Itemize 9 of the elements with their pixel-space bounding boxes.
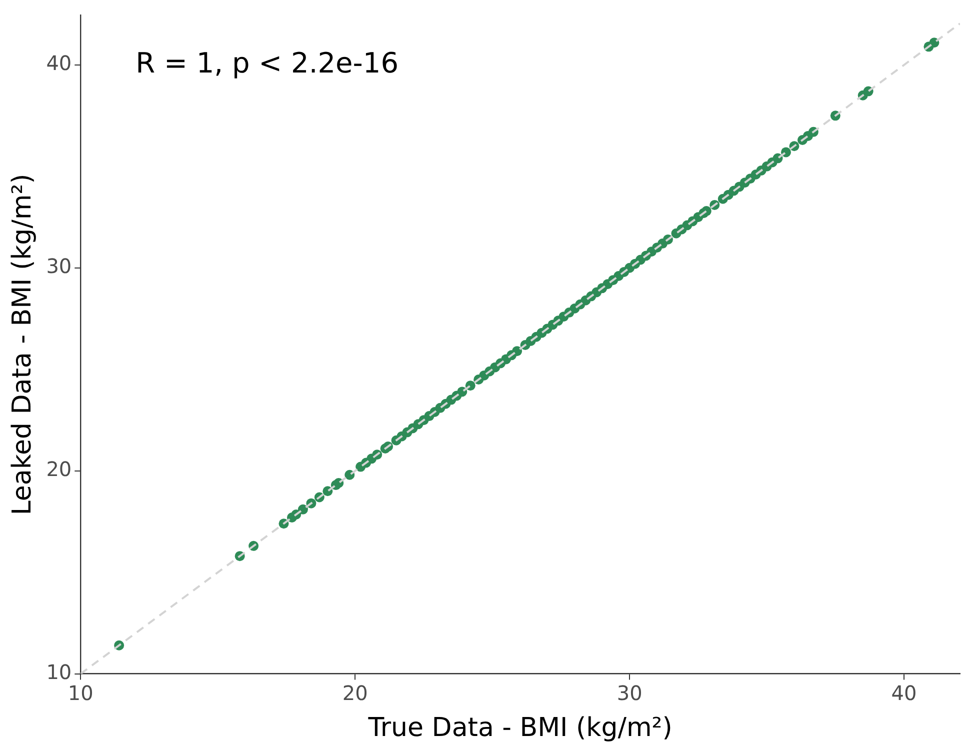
y-tick-label: 20: [46, 457, 72, 482]
x-tick-label: 20: [342, 681, 368, 706]
x-tick-label: 30: [616, 681, 642, 706]
annotation: R = 1, p < 2.2e-16: [136, 46, 399, 80]
y-axis-title: Leaked Data - BMI (kg/m²): [7, 174, 38, 516]
x-tick-label: 40: [891, 681, 917, 706]
x-axis-title: True Data - BMI (kg/m²): [367, 713, 672, 744]
y-tick-label: 30: [46, 254, 72, 278]
y-tick-label: 40: [46, 51, 72, 76]
